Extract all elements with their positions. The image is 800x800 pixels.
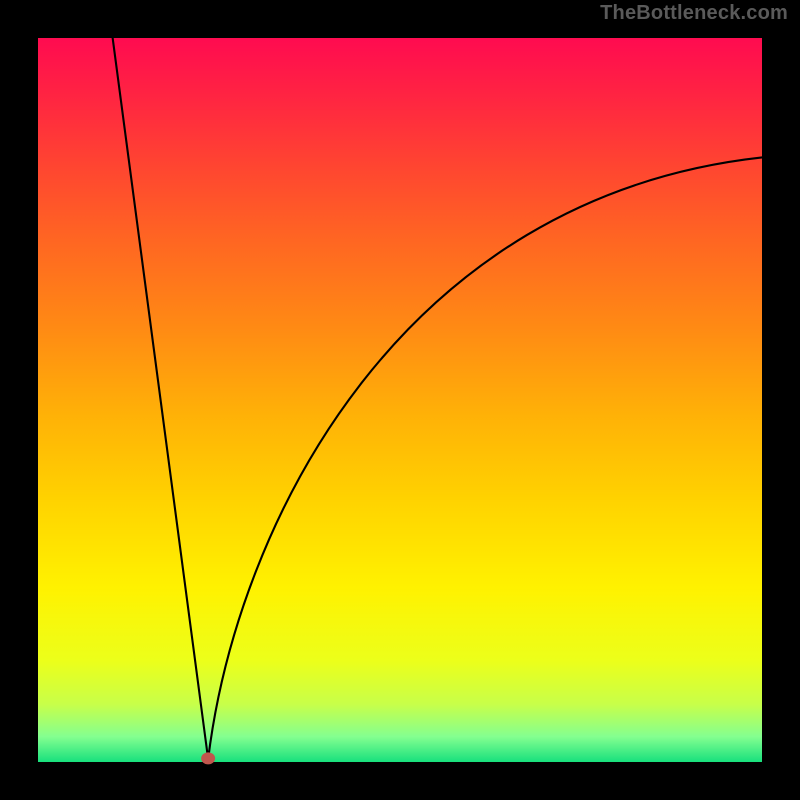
plot-background xyxy=(38,38,762,762)
chart-svg xyxy=(0,0,800,800)
chart-root: TheBottleneck.com xyxy=(0,0,800,800)
minimum-marker xyxy=(201,752,215,764)
watermark-text: TheBottleneck.com xyxy=(600,2,788,25)
